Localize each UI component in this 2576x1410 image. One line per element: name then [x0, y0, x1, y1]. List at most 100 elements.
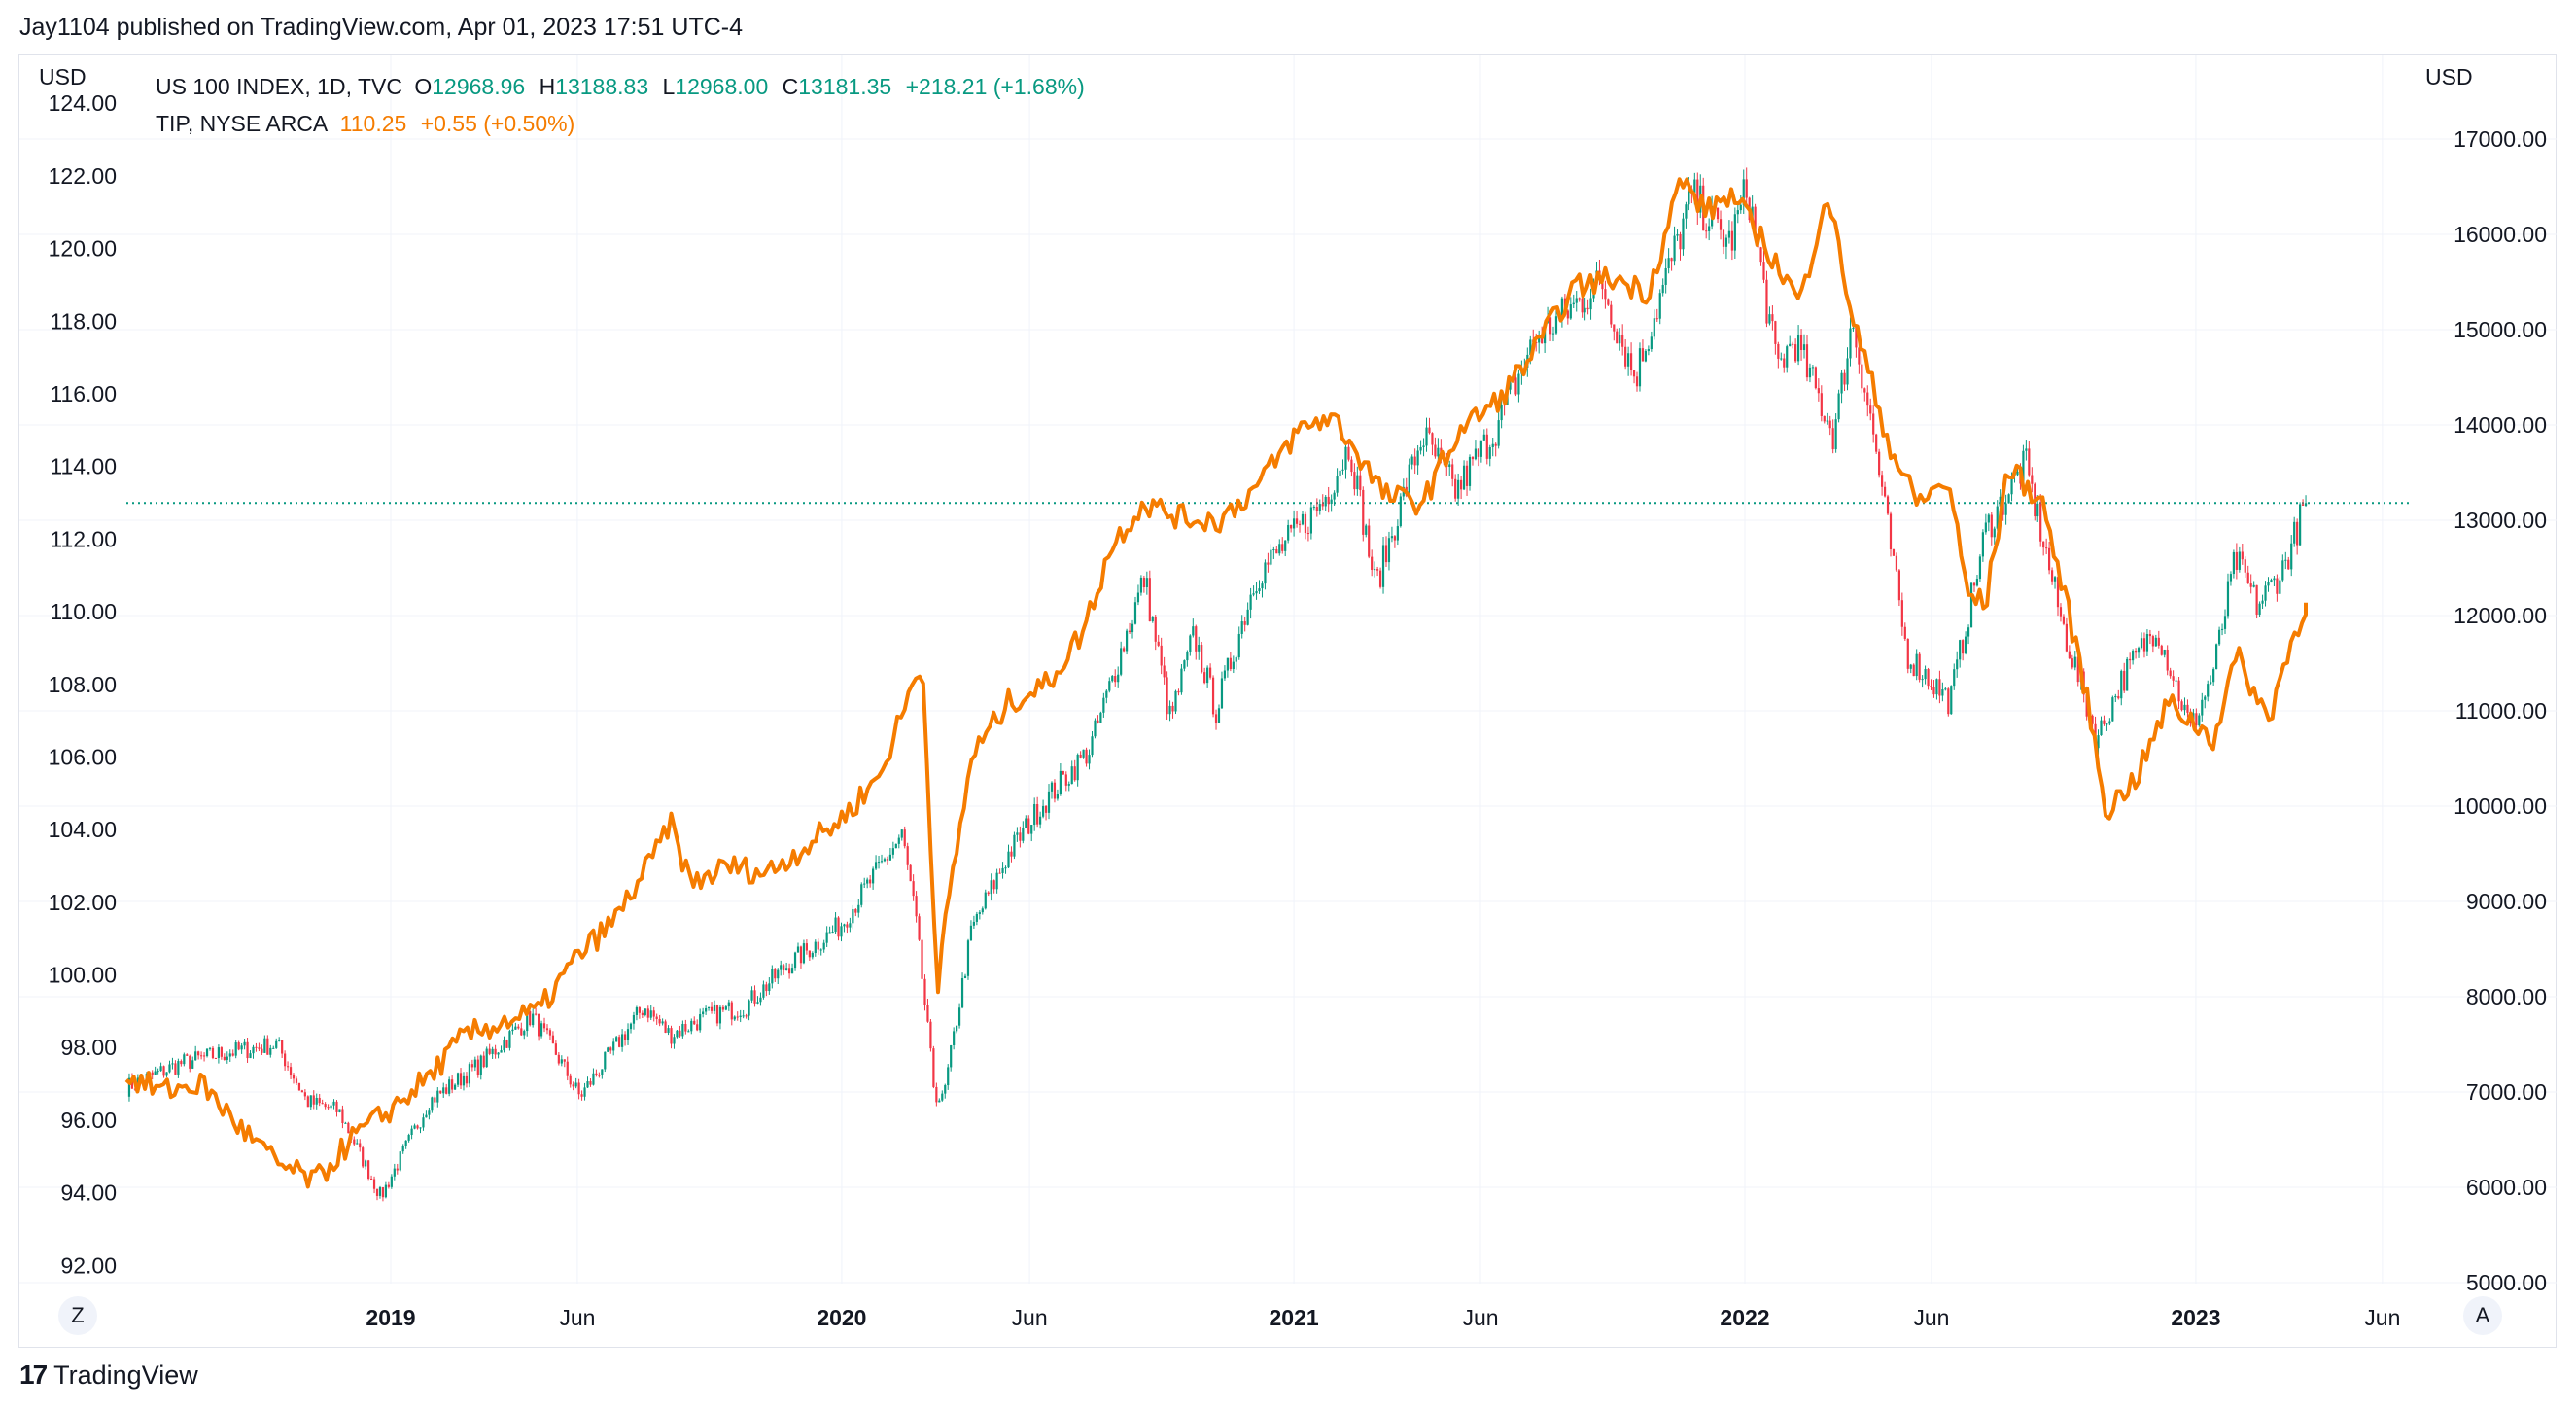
- ndx-candle-body: [2238, 551, 2241, 570]
- ndx-candle-body: [451, 1079, 454, 1090]
- ndx-candle-body: [1805, 344, 1809, 378]
- ndx-name: US 100 INDEX, 1D, TVC: [156, 74, 402, 99]
- ndx-candle-body: [1468, 456, 1472, 486]
- ndx-candle-body: [1607, 299, 1610, 305]
- ndx-candle-body: [211, 1047, 215, 1058]
- ndx-candle-body: [127, 1077, 131, 1097]
- ndx-candle-body: [713, 1005, 716, 1011]
- left-tick-label: 124.00: [49, 90, 117, 116]
- auto-scale-button[interactable]: A: [2463, 1296, 2502, 1335]
- ndx-candle-body: [367, 1160, 370, 1180]
- ndx-candle-body: [344, 1122, 347, 1124]
- ndx-candle-body: [705, 1008, 708, 1012]
- ndx-candle-body: [2071, 658, 2073, 668]
- ndx-candle-body: [707, 1006, 711, 1009]
- ndx-candle-body: [2258, 603, 2261, 615]
- right-tick-label: 14000.00: [2454, 412, 2547, 438]
- ndx-candle-body: [1180, 668, 1183, 693]
- ndx-candle-body: [1900, 600, 1903, 627]
- ndx-candle-body: [814, 941, 817, 954]
- ndx-candle-body: [1381, 545, 1385, 587]
- ndx-candle-body: [1705, 230, 1708, 232]
- left-scale-button[interactable]: Z: [58, 1296, 97, 1335]
- ndx-candle-body: [1350, 459, 1353, 473]
- ndx-candle-body: [1474, 448, 1478, 460]
- ndx-high-label: H: [539, 74, 556, 99]
- ndx-candle-body: [2097, 735, 2100, 749]
- left-tick-label: 116.00: [50, 381, 117, 406]
- ndx-candle-body: [604, 1051, 607, 1070]
- ndx-candle-body: [425, 1114, 428, 1118]
- ndx-candle-body: [935, 1086, 938, 1103]
- legend: US 100 INDEX, 1D, TVC O12968.96 H13188.8…: [156, 68, 1085, 142]
- ndx-candle-body: [1223, 670, 1227, 679]
- ndx-candle-body: [309, 1095, 312, 1108]
- ndx-candle-body: [629, 1023, 633, 1030]
- ndx-candle-body: [2296, 521, 2299, 546]
- ndx-candle-body: [1569, 304, 1572, 319]
- ndx-candle-body: [953, 1031, 956, 1046]
- ndx-candle-body: [1604, 289, 1607, 300]
- ndx-candle-body: [1849, 328, 1852, 359]
- ndx-candle-body: [2220, 628, 2224, 630]
- ndx-candle-body: [1208, 667, 1212, 678]
- ndx-candle-body: [557, 1054, 560, 1064]
- ndx-candle-body: [2151, 636, 2154, 647]
- ndx-candle-body: [609, 1047, 612, 1051]
- ndx-candle-body: [676, 1030, 679, 1038]
- ndx-candle-body: [2123, 670, 2126, 691]
- legend-ndx[interactable]: US 100 INDEX, 1D, TVC O12968.96 H13188.8…: [156, 68, 1085, 105]
- ndx-candle-body: [286, 1066, 290, 1068]
- ndx-candle-body: [1371, 556, 1374, 570]
- ndx-candle-body: [834, 917, 837, 933]
- ndx-candle-body: [1036, 804, 1039, 825]
- ndx-candle-body: [375, 1188, 379, 1196]
- ndx-candle-body: [396, 1168, 399, 1171]
- ndx-candle-body: [750, 990, 753, 1001]
- ndx-candle-body: [365, 1160, 367, 1167]
- ndx-candle-body: [1935, 679, 1938, 695]
- legend-tip[interactable]: TIP, NYSE ARCA 110.25 +0.55 (+0.50%): [156, 105, 1085, 142]
- ndx-candle-body: [808, 950, 811, 958]
- left-tick-label: 108.00: [49, 672, 117, 697]
- ndx-candle-body: [1831, 428, 1834, 450]
- ndx-candle-body: [1249, 594, 1252, 610]
- ndx-candle-body: [790, 968, 794, 974]
- ndx-candle-body: [623, 1034, 627, 1040]
- ndx-candle-body: [661, 1021, 664, 1024]
- ndx-candle-body: [1183, 660, 1186, 669]
- ndx-candle-body: [1203, 672, 1206, 684]
- ndx-candle-body: [1019, 832, 1022, 841]
- ndx-candle-body: [972, 921, 976, 926]
- ndx-candle-body: [906, 846, 909, 865]
- ndx-candle-body: [517, 1026, 520, 1029]
- ndx-candle-body: [1111, 676, 1114, 682]
- brand-name: TradingView: [53, 1359, 198, 1390]
- ndx-candle-body: [2270, 580, 2273, 582]
- ndx-candle-body: [926, 1005, 929, 1022]
- ndx-candle-body: [249, 1053, 252, 1059]
- ndx-candle-body: [1578, 298, 1581, 300]
- ndx-candle-body: [535, 1013, 538, 1015]
- time-tick-label: 2020: [817, 1305, 866, 1330]
- ndx-candle-body: [1918, 653, 1921, 680]
- time-tick-label: 2023: [2171, 1305, 2220, 1330]
- ndx-candle-body: [2241, 551, 2244, 560]
- tradingview-logo[interactable]: 17 TradingView: [19, 1359, 198, 1391]
- publish-info: Jay1104 published on TradingView.com, Ap…: [19, 14, 743, 41]
- ndx-candle-body: [540, 1023, 543, 1037]
- ndx-candle-body: [1454, 478, 1457, 499]
- ndx-close-label: C: [782, 74, 799, 99]
- ndx-candle-body: [1814, 367, 1817, 389]
- ndx-candle-body: [2293, 521, 2296, 544]
- ndx-candle-body: [1431, 433, 1434, 445]
- ndx-candle-body: [2085, 694, 2088, 717]
- ndx-candle-body: [909, 864, 912, 882]
- ndx-candle-body: [174, 1063, 177, 1075]
- ndx-candle-body: [900, 829, 903, 838]
- ndx-candle-body: [1460, 479, 1463, 490]
- ndx-candle-body: [1270, 549, 1272, 565]
- ndx-candle-body: [2249, 583, 2252, 587]
- ndx-candle-body: [2007, 494, 2010, 504]
